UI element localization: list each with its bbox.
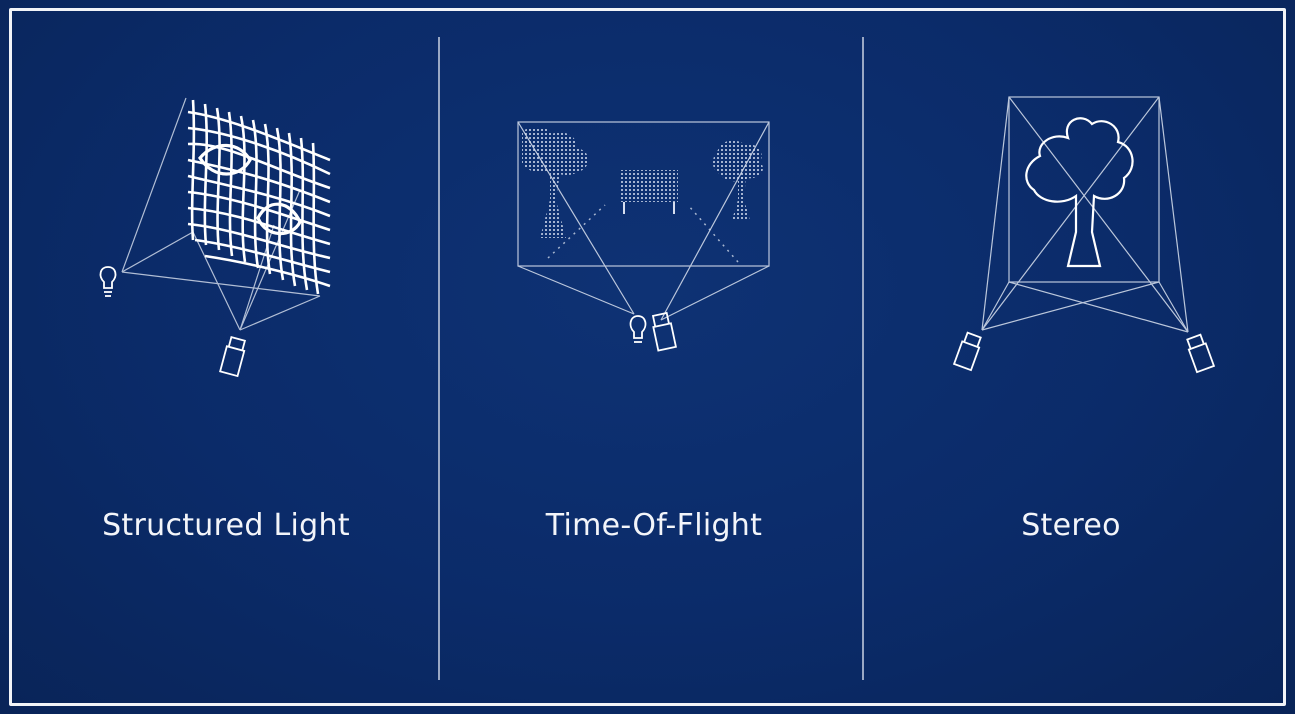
label-time-of-flight: Time-Of-Flight [545, 508, 763, 543]
tof-right-tree [713, 140, 763, 220]
tof-bench-legs [623, 202, 675, 214]
structured-light-distortions [198, 143, 302, 236]
tof-bench [620, 170, 678, 202]
camera-icon [1186, 333, 1216, 374]
label-stereo: Stereo [1021, 508, 1121, 543]
tree-icon [1025, 117, 1134, 268]
lightbulb-icon [629, 315, 647, 343]
camera-icon [952, 331, 982, 372]
tof-dotted-depth [547, 204, 739, 263]
divider-right [862, 37, 864, 680]
outer-frame [9, 8, 1286, 706]
stereo-frustum [981, 96, 1189, 333]
tof-left-tree [522, 126, 589, 238]
label-structured-light: Structured Light [102, 508, 350, 543]
camera-icon [651, 311, 677, 352]
divider-left [438, 37, 440, 680]
camera-icon [219, 336, 247, 378]
lightbulb-icon [99, 266, 117, 297]
